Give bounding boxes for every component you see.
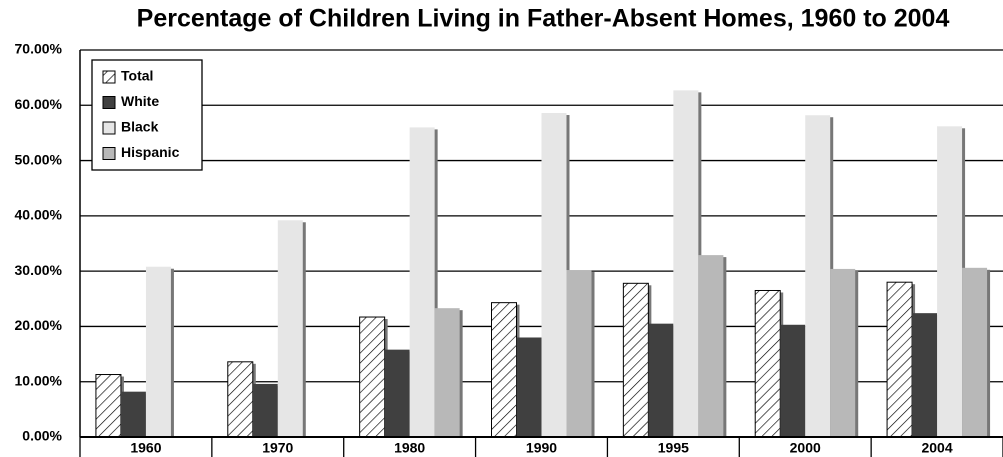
bar [912, 313, 938, 437]
x-tick-label: 1980 [394, 440, 425, 456]
legend-label: Black [121, 119, 159, 135]
y-tick-label: 70.00% [15, 41, 63, 57]
bar [359, 316, 386, 438]
y-tick-label: 30.00% [15, 262, 63, 278]
bar [434, 308, 460, 437]
bar [754, 289, 781, 438]
bar [886, 281, 913, 438]
bar [648, 323, 674, 437]
bar [780, 324, 806, 437]
y-tick-label: 50.00% [15, 151, 63, 167]
bar [698, 255, 724, 437]
bar [252, 383, 278, 437]
legend-swatch [102, 70, 116, 84]
bar [566, 270, 592, 437]
x-tick-label: 1960 [130, 440, 161, 456]
y-tick-label: 10.00% [15, 372, 63, 388]
legend-swatch [102, 121, 116, 135]
bar [384, 349, 410, 437]
legend-swatch [102, 147, 116, 160]
bar [937, 126, 963, 438]
x-tick-label: 1990 [526, 440, 557, 456]
bar [541, 113, 567, 438]
legend-swatch [102, 96, 116, 109]
bar [962, 267, 988, 437]
legend-label: Total [121, 68, 153, 84]
bar [145, 266, 171, 437]
bar [409, 127, 435, 438]
bar [830, 268, 856, 437]
bar [516, 337, 542, 437]
legend-label: White [121, 93, 159, 109]
bar [673, 90, 699, 437]
y-tick-label: 40.00% [15, 207, 63, 223]
y-tick-label: 20.00% [15, 317, 63, 333]
bar [95, 374, 122, 438]
y-tick-label: 0.00% [22, 428, 62, 444]
bar [227, 361, 254, 438]
bar [622, 282, 649, 438]
x-tick-label: 2000 [790, 440, 821, 456]
bar [277, 220, 303, 437]
bar [491, 302, 517, 438]
x-tick-label: 1970 [262, 440, 293, 456]
legend-label: Hispanic [121, 144, 180, 160]
y-tick-label: 60.00% [15, 96, 63, 112]
x-tick-label: 1995 [658, 440, 689, 456]
x-tick-label: 2004 [921, 440, 952, 456]
bar [120, 391, 146, 437]
chart-title: Percentage of Children Living in Father-… [137, 5, 950, 33]
bar [805, 115, 831, 437]
